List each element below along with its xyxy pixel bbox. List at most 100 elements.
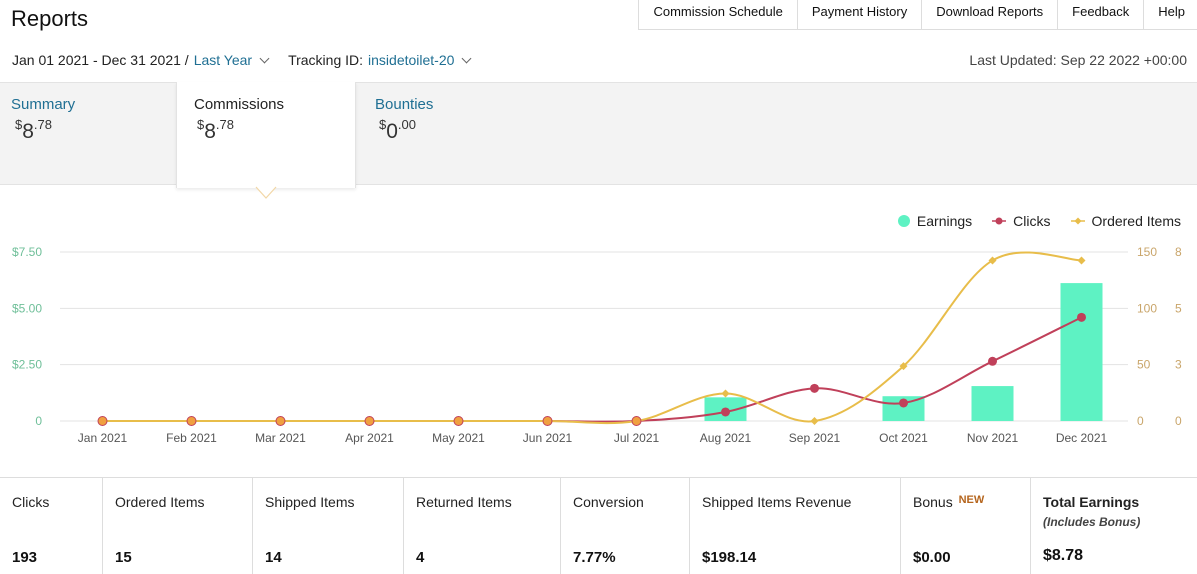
clicks-point [899, 398, 908, 408]
legend-earnings-swatch-icon [897, 215, 910, 227]
stat-value: $8.78 [1043, 547, 1084, 564]
stat-conversion: Conversion 7.77% [561, 478, 690, 574]
date-range: Jan 01 2021 - Dec 31 2021 / [12, 52, 189, 68]
stat-label: Shipped Items Revenue [702, 494, 852, 510]
x-tick-label: Oct 2021 [879, 431, 928, 445]
stat-sublabel: (Includes Bonus) [1043, 515, 1141, 529]
legend-clicks-swatch-icon [992, 217, 1007, 225]
x-tick-label: Dec 2021 [1056, 431, 1108, 445]
ordered-items-point [631, 416, 642, 426]
tab-bounties-label: Bounties [375, 96, 434, 113]
x-tick-label: Nov 2021 [967, 431, 1019, 445]
y-left-tick-label: $5.00 [12, 301, 42, 315]
chevron-down-icon[interactable] [461, 53, 472, 63]
stat-label: Shipped Items [265, 494, 355, 510]
ordered-items-point [988, 256, 997, 265]
earnings-bar [971, 386, 1014, 421]
x-tick-label: Mar 2021 [255, 431, 306, 445]
nav-feedback[interactable]: Feedback [1058, 0, 1145, 30]
y-left-tick-label: $7.50 [12, 245, 42, 259]
x-tick-label: Jun 2021 [523, 431, 573, 445]
y-right2-tick-label: 3 [1175, 358, 1182, 372]
ordered-items-point [186, 416, 197, 426]
legend-ordered-items[interactable]: Ordered Items [1070, 213, 1181, 229]
stat-label: Total Earnings [1043, 494, 1140, 510]
tab-bounties[interactable]: Bounties $0.00 [364, 82, 564, 185]
stat-clicks: Clicks 193 [0, 478, 103, 574]
clicks-point [721, 407, 730, 417]
x-tick-label: Apr 2021 [345, 431, 394, 445]
stat-label: Ordered Items [115, 494, 205, 510]
clicks-point [988, 356, 997, 366]
summary-amount: $8.78 [15, 117, 52, 143]
stat-value: $0.00 [913, 549, 951, 566]
stat-shipped-items: Shipped Items 14 [253, 478, 404, 574]
nav-commission-schedule[interactable]: Commission Schedule [639, 0, 798, 30]
legend-earnings[interactable]: Earnings [897, 213, 972, 229]
stat-returned-items: Returned Items 4 [404, 478, 561, 574]
stat-value: 7.77% [573, 549, 616, 566]
x-tick-label: May 2021 [432, 431, 485, 445]
ordered-items-point [721, 389, 730, 398]
bounties-amount: $0.00 [379, 117, 416, 143]
page-title: Reports [11, 6, 89, 31]
ordered-items-point [810, 417, 819, 425]
stat-shipped-revenue: Shipped Items Revenue $198.14 [690, 478, 901, 574]
legend-ordered-swatch-icon [1070, 217, 1085, 225]
stat-label: Conversion [573, 494, 644, 510]
commissions-amount: $8.78 [197, 117, 234, 143]
y-right1-tick-label: 0 [1137, 414, 1144, 428]
period-dropdown[interactable]: Last Year [193, 52, 253, 68]
y-right2-tick-label: 0 [1175, 414, 1182, 428]
y-right1-tick-label: 50 [1137, 358, 1151, 372]
ordered-items-point [899, 362, 908, 371]
stat-total-earnings: Total Earnings (Includes Bonus) $8.78 [1031, 478, 1197, 574]
tab-commissions-label: Commissions [194, 96, 285, 113]
stat-label: Bonus NEW [913, 494, 985, 510]
tab-summary-label: Summary [11, 96, 76, 113]
x-tick-label: Feb 2021 [166, 431, 217, 445]
x-tick-label: Jan 2021 [78, 431, 128, 445]
x-tick-label: Aug 2021 [700, 431, 752, 445]
stats-row: Clicks 193 Ordered Items 15 Shipped Item… [0, 477, 1197, 574]
stat-label: Returned Items [416, 494, 512, 510]
tab-commissions[interactable]: Commissions $8.78 [176, 82, 356, 188]
ordered-items-point [97, 416, 108, 426]
top-nav: Commission Schedule Payment History Down… [638, 0, 1197, 30]
nav-download-reports[interactable]: Download Reports [922, 0, 1059, 30]
y-right2-tick-label: 5 [1175, 301, 1182, 315]
legend-clicks[interactable]: Clicks [992, 213, 1051, 229]
clicks-point [810, 383, 819, 393]
stat-value: $198.14 [702, 549, 757, 566]
nav-payment-history[interactable]: Payment History [798, 0, 923, 30]
x-tick-label: Jul 2021 [614, 431, 660, 445]
earnings-chart: 0 0 0 $2.50 50 3 $5.00 100 5 $7.50 150 8 Jan 2021 Feb… [12, 245, 1182, 445]
filter-row: Jan 01 2021 - Dec 31 2021 / Last Year Tr… [12, 52, 472, 68]
stat-label: Clicks [12, 494, 50, 510]
stat-value: 14 [265, 549, 282, 566]
ordered-items-point [453, 416, 464, 426]
x-tick-label: Sep 2021 [789, 431, 841, 445]
stat-value: 193 [12, 549, 38, 566]
tab-summary[interactable]: Summary $8.78 [0, 82, 176, 185]
earnings-bar [1060, 283, 1103, 421]
chevron-down-icon[interactable] [259, 53, 270, 63]
tracking-id-dropdown[interactable]: insidetoilet-20 [368, 52, 455, 68]
ordered-items-point [542, 416, 553, 426]
last-updated: Last Updated: Sep 22 2022 +00:00 [969, 52, 1187, 68]
clicks-line [102, 316, 1082, 423]
ordered-items-line [102, 251, 1082, 425]
clicks-point [1077, 312, 1086, 322]
stat-value: 4 [416, 549, 425, 566]
y-right2-tick-label: 8 [1175, 245, 1182, 259]
stat-ordered-items: Ordered Items 15 [103, 478, 253, 574]
y-left-tick-label: $2.50 [12, 358, 42, 372]
y-right1-tick-label: 100 [1137, 301, 1157, 315]
chart-legend: Earnings Clicks Ordered Items [878, 213, 1181, 229]
new-badge: NEW [958, 494, 985, 506]
ordered-items-point [364, 416, 375, 426]
stat-bonus: Bonus NEW $0.00 [901, 478, 1031, 574]
y-left-tick-label: 0 [35, 414, 42, 428]
nav-help[interactable]: Help [1158, 4, 1185, 19]
stat-value: 15 [115, 549, 132, 566]
